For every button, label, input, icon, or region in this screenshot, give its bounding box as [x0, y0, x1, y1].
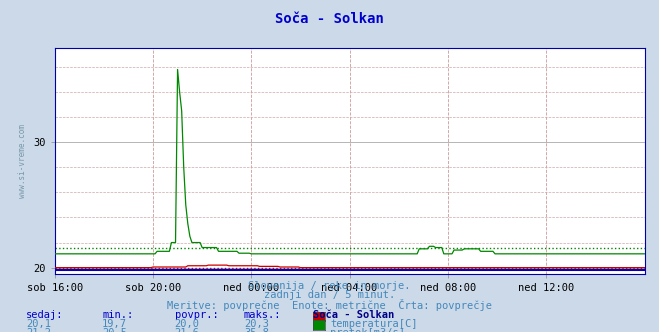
Text: 21,2: 21,2 [26, 328, 51, 332]
Text: min.:: min.: [102, 310, 133, 320]
Text: zadnji dan / 5 minut.: zadnji dan / 5 minut. [264, 290, 395, 300]
Text: 20,3: 20,3 [244, 319, 269, 329]
Text: maks.:: maks.: [244, 310, 281, 320]
Text: sedaj:: sedaj: [26, 310, 64, 320]
Text: Soča - Solkan: Soča - Solkan [313, 310, 394, 320]
Text: 20,5: 20,5 [102, 328, 127, 332]
Text: 35,8: 35,8 [244, 328, 269, 332]
Text: pretok[m3/s]: pretok[m3/s] [330, 328, 405, 332]
Text: povpr.:: povpr.: [175, 310, 218, 320]
Text: 19,7: 19,7 [102, 319, 127, 329]
Text: Slovenija / reke in morje.: Slovenija / reke in morje. [248, 281, 411, 290]
Text: Soča - Solkan: Soča - Solkan [275, 12, 384, 26]
Text: Meritve: povprečne  Enote: metrične  Črta: povprečje: Meritve: povprečne Enote: metrične Črta:… [167, 299, 492, 311]
Text: 21,6: 21,6 [175, 328, 200, 332]
Text: temperatura[C]: temperatura[C] [330, 319, 418, 329]
Text: www.si-vreme.com: www.si-vreme.com [18, 124, 27, 198]
Text: 20,0: 20,0 [175, 319, 200, 329]
Text: 20,1: 20,1 [26, 319, 51, 329]
